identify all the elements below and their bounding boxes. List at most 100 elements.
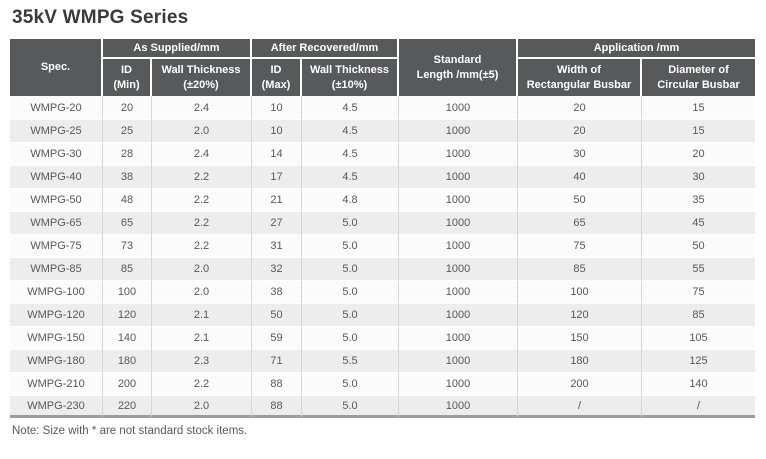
cell-spec: WMPG-20: [10, 96, 103, 119]
cell-wall-thickness-10: 5.0: [302, 372, 399, 395]
header-id-max: ID (Max): [252, 59, 302, 96]
table-row: WMPG-65 65 2.2 27 5.0 1000 65 45: [10, 211, 755, 234]
cell-wall-thickness-10: 5.0: [302, 395, 399, 418]
cell-wall-thickness-20: 2.0: [152, 257, 252, 280]
cell-standard-length: 1000: [399, 142, 518, 165]
cell-spec: WMPG-85: [10, 257, 103, 280]
table-row: WMPG-30 28 2.4 14 4.5 1000 30 20: [10, 142, 755, 165]
cell-wall-thickness-20: 2.1: [152, 326, 252, 349]
page: 35kV WMPG Series Spec. As Supplied/mm Af…: [0, 7, 766, 459]
cell-id-max: 31: [252, 234, 302, 257]
cell-standard-length: 1000: [399, 395, 518, 418]
cell-wall-thickness-10: 4.8: [302, 188, 399, 211]
cell-wall-thickness-10: 5.0: [302, 326, 399, 349]
cell-id-max: 27: [252, 211, 302, 234]
page-title: 35kV WMPG Series: [12, 7, 189, 28]
cell-width-rect-busbar: 75: [518, 234, 642, 257]
table-row: WMPG-230 220 2.0 88 5.0 1000//: [10, 395, 755, 418]
cell-diameter-circ-busbar: 75: [642, 280, 755, 303]
header-row-groups: Spec. As Supplied/mm After Recovered/mm …: [10, 39, 755, 96]
table-row: WMPG-180 180 2.3 71 5.5 1000 180 125: [10, 349, 755, 372]
cell-id-max: 17: [252, 165, 302, 188]
cell-diameter-circ-busbar: 140: [642, 372, 755, 395]
cell-standard-length: 1000: [399, 280, 518, 303]
cell-id-max: 14: [252, 142, 302, 165]
cell-standard-length: 1000: [399, 188, 518, 211]
table-header: Spec. As Supplied/mm After Recovered/mm …: [10, 39, 755, 96]
cell-width-rect-busbar: 65: [518, 211, 642, 234]
cell-wall-thickness-20: 2.0: [152, 119, 252, 142]
cell-id-min: 100: [103, 280, 152, 303]
cell-diameter-circ-busbar: 15: [642, 96, 755, 119]
header-width-rectangular-busbar: Width of Rectangular Busbar: [518, 59, 642, 96]
cell-id-min: 48: [103, 188, 152, 211]
spec-table: Spec. As Supplied/mm After Recovered/mm …: [10, 39, 755, 418]
cell-standard-length: 1000: [399, 211, 518, 234]
cell-wall-thickness-10: 5.0: [302, 280, 399, 303]
cell-wall-thickness-10: 5.0: [302, 211, 399, 234]
cell-diameter-circ-busbar: 50: [642, 234, 755, 257]
cell-id-min: 85: [103, 257, 152, 280]
cell-standard-length: 1000: [399, 234, 518, 257]
cell-standard-length: 1000: [399, 326, 518, 349]
cell-wall-thickness-10: 5.5: [302, 349, 399, 372]
header-spec: Spec.: [10, 39, 103, 96]
table-body: WMPG-20 20 2.4 10 4.5 1000 20 15 WMPG-25 25 2.0 10 4…: [10, 96, 755, 418]
cell-width-rect-busbar: 30: [518, 142, 642, 165]
cell-wall-thickness-20: 2.1: [152, 303, 252, 326]
cell-wall-thickness-20: 2.0: [152, 280, 252, 303]
cell-wall-thickness-20: 2.2: [152, 211, 252, 234]
cell-width-rect-busbar: 20: [518, 96, 642, 119]
header-after-recovered: After Recovered/mm: [252, 39, 399, 59]
table-row: WMPG-85 85 2.0 32 5.0 1000 85 55: [10, 257, 755, 280]
cell-id-min: 65: [103, 211, 152, 234]
cell-id-max: 10: [252, 119, 302, 142]
cell-id-max: 88: [252, 372, 302, 395]
table-row: WMPG-100 100 2.0 38 5.0 1000 100 75: [10, 280, 755, 303]
table-row: WMPG-50 48 2.2 21 4.8 1000 50 35: [10, 188, 755, 211]
cell-spec: WMPG-75: [10, 234, 103, 257]
cell-standard-length: 1000: [399, 165, 518, 188]
header-standard-length: Standard Length /mm(±5): [399, 39, 518, 96]
cell-id-min: 38: [103, 165, 152, 188]
cell-wall-thickness-20: 2.4: [152, 142, 252, 165]
cell-spec: WMPG-180: [10, 349, 103, 372]
cell-id-min: 140: [103, 326, 152, 349]
cell-spec: WMPG-65: [10, 211, 103, 234]
table-row: WMPG-40 38 2.2 17 4.5 1000 40 30: [10, 165, 755, 188]
header-diameter-circular-busbar: Diameter of Circular Busbar: [642, 59, 755, 96]
cell-wall-thickness-20: 2.2: [152, 165, 252, 188]
table-row: WMPG-25 25 2.0 10 4.5 1000 20 15: [10, 119, 755, 142]
cell-width-rect-busbar: 50: [518, 188, 642, 211]
cell-id-max: 21: [252, 188, 302, 211]
cell-diameter-circ-busbar: 45: [642, 211, 755, 234]
cell-spec: WMPG-210: [10, 372, 103, 395]
cell-wall-thickness-10: 5.0: [302, 303, 399, 326]
cell-spec: WMPG-30: [10, 142, 103, 165]
cell-wall-thickness-10: 4.5: [302, 96, 399, 119]
cell-diameter-circ-busbar: 85: [642, 303, 755, 326]
cell-diameter-circ-busbar: 15: [642, 119, 755, 142]
cell-wall-thickness-10: 5.0: [302, 234, 399, 257]
cell-id-max: 88: [252, 395, 302, 418]
cell-standard-length: 1000: [399, 96, 518, 119]
cell-id-min: 25: [103, 119, 152, 142]
header-as-supplied: As Supplied/mm: [103, 39, 252, 59]
cell-id-max: 10: [252, 96, 302, 119]
header-application: Application /mm: [518, 39, 755, 59]
cell-spec: WMPG-150: [10, 326, 103, 349]
cell-wall-thickness-20: 2.0: [152, 395, 252, 418]
cell-spec: WMPG-230: [10, 395, 103, 418]
cell-diameter-circ-busbar: 30: [642, 165, 755, 188]
cell-spec: WMPG-100: [10, 280, 103, 303]
cell-wall-thickness-20: 2.4: [152, 96, 252, 119]
cell-width-rect-busbar: 180: [518, 349, 642, 372]
cell-id-max: 32: [252, 257, 302, 280]
cell-id-min: 120: [103, 303, 152, 326]
cell-standard-length: 1000: [399, 303, 518, 326]
cell-wall-thickness-10: 4.5: [302, 165, 399, 188]
cell-standard-length: 1000: [399, 119, 518, 142]
cell-width-rect-busbar: /: [518, 395, 642, 418]
table-row: WMPG-20 20 2.4 10 4.5 1000 20 15: [10, 96, 755, 119]
cell-wall-thickness-10: 5.0: [302, 257, 399, 280]
